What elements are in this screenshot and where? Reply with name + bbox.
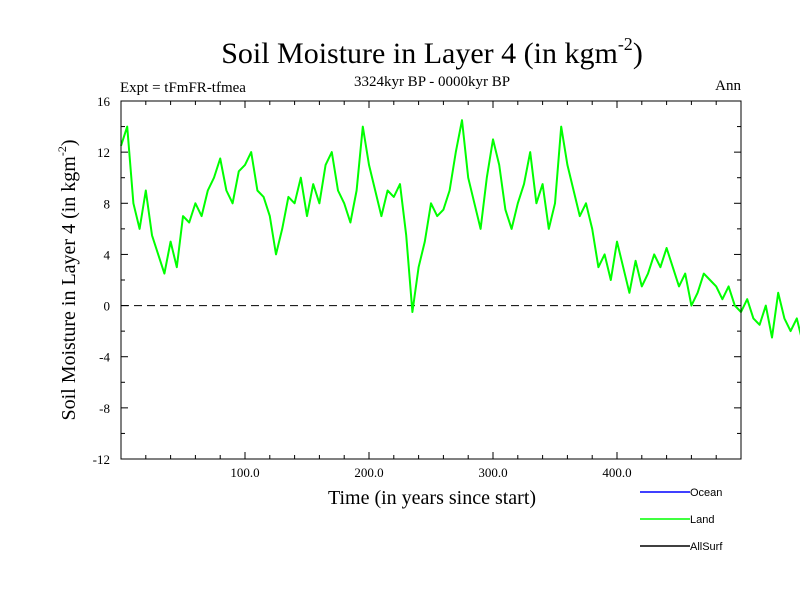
y-tick-label: 4	[104, 247, 111, 262]
plot-frame	[120, 100, 742, 460]
legend: Ocean Land AllSurf	[640, 487, 723, 553]
y-axis-label-text: Soil Moisture in Layer 4 (in kgm	[58, 156, 80, 421]
x-tick-label: 300.0	[478, 465, 507, 480]
y-tick-label: -12	[93, 452, 110, 467]
y-axis-tick-labels: -12 -8 -4 0 4 8 12 16	[93, 94, 111, 467]
chart-title-close: )	[633, 37, 643, 70]
experiment-label: Expt = tFmFR-tfmea	[120, 80, 246, 96]
x-tick-label: 400.0	[602, 465, 631, 480]
chart-title-superscript: -2	[618, 34, 633, 54]
chart-title-text: Soil Moisture in Layer 4 (in kgm	[221, 37, 618, 70]
y-tick-label: 16	[97, 94, 111, 109]
y-axis-label: Soil Moisture in Layer 4 (in kgm-2)	[55, 139, 80, 420]
y-tick-label: 8	[104, 196, 111, 211]
y-axis-ticks	[121, 100, 741, 460]
legend-label-allsurf: AllSurf	[690, 541, 723, 553]
x-axis-tick-labels: 100.0 200.0 300.0 400.0	[230, 465, 631, 480]
y-axis-label-superscript: -2	[55, 146, 69, 156]
x-axis-label: Time (in years since start)	[328, 487, 536, 509]
x-axis-ticks	[145, 101, 717, 459]
x-tick-label: 200.0	[354, 465, 383, 480]
legend-label-ocean: Ocean	[690, 487, 722, 499]
y-tick-label: -8	[99, 401, 110, 416]
x-tick-label: 100.0	[230, 465, 259, 480]
chart-subtitle: 3324kyr BP - 0000kyr BP	[354, 74, 510, 90]
y-tick-label: 0	[104, 299, 111, 314]
legend-label-land: Land	[690, 514, 714, 526]
y-tick-label: 12	[97, 145, 110, 160]
y-tick-label: -4	[99, 350, 110, 365]
y-axis-label-close: )	[58, 139, 80, 146]
series-layer	[120, 119, 800, 339]
chart-title: Soil Moisture in Layer 4 (in kgm-2)	[221, 34, 643, 70]
series-line-land	[120, 119, 800, 339]
season-label: Ann	[715, 78, 741, 94]
